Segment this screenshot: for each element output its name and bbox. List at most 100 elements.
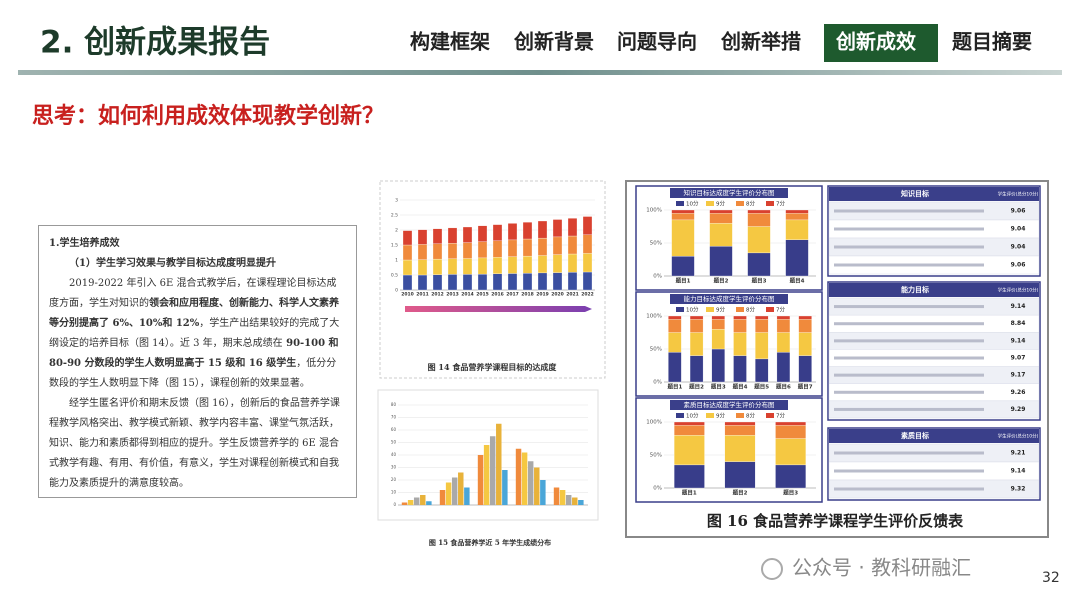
bar-segment: [724, 421, 756, 426]
bar-segment: [709, 246, 733, 277]
bar-segment: [537, 220, 548, 239]
x-tick-label: 2016: [491, 292, 504, 298]
bar-segment: [747, 252, 771, 277]
table-title: 能力目标: [901, 285, 929, 294]
legend-swatch: [766, 307, 774, 312]
x-tick-label: 2021: [566, 292, 579, 298]
bar: [521, 452, 528, 505]
bar-segment: [755, 358, 769, 383]
bar-segment: [711, 329, 725, 350]
bar-segment: [733, 355, 747, 383]
bar-segment: [537, 237, 548, 256]
bar-segment: [673, 464, 705, 489]
bar-segment: [798, 355, 812, 383]
bar: [572, 497, 578, 505]
bar-segment: [432, 243, 443, 260]
row-text-placeholder: [834, 322, 984, 326]
page-number: 32: [1042, 570, 1060, 586]
bar: [578, 500, 584, 505]
table-header-bg: [829, 283, 1039, 297]
text-run: ，学生产出结果较好的完成了大纲设定的培养目标（图 14）。近 3 年，期末总成绩…: [49, 318, 340, 349]
bar-segment: [477, 257, 488, 275]
x-tick-label: 2018: [521, 292, 534, 298]
y-tick-label: 50%: [650, 453, 662, 459]
row-text-placeholder: [834, 373, 984, 377]
x-tick-label: 2013: [446, 292, 459, 298]
bar-segment: [673, 435, 705, 466]
score: 9.06: [1011, 262, 1026, 269]
bar-segment: [798, 319, 812, 333]
x-tick-label: 题目3: [751, 276, 767, 284]
legend-swatch: [706, 201, 714, 206]
chart-title-bg: [670, 400, 788, 410]
bar-segment: [724, 435, 756, 462]
bar: [534, 467, 540, 505]
score: 9.06: [1011, 208, 1026, 215]
bar-segment: [537, 255, 548, 274]
x-tick-label: 2015: [476, 292, 489, 298]
bar-segment: [402, 259, 413, 276]
y-tick-label: 0: [393, 502, 396, 507]
legend-swatch: [676, 307, 684, 312]
bar: [559, 490, 566, 505]
bar: [553, 487, 560, 505]
bar-segment: [711, 319, 725, 330]
table-title: 素质目标: [901, 431, 929, 440]
bar-segment: [552, 219, 563, 238]
legend-label: 9分: [716, 306, 725, 314]
x-tick-label: 题目2: [688, 382, 704, 390]
bar: [477, 455, 484, 505]
bar-segment: [747, 213, 771, 227]
text-run: 90-100 和 80-90 分数段的学生人数明显高于 15 级和 16 级学生: [49, 338, 339, 369]
bar: [540, 480, 546, 505]
bar-segment: [492, 257, 503, 274]
bar-segment: [709, 223, 733, 247]
bar-segment: [668, 332, 682, 353]
x-tick-label: 题目5: [753, 382, 769, 390]
nav-tab: 创新成效: [835, 30, 916, 54]
bar-segment: [432, 274, 443, 291]
bar-segment: [417, 274, 428, 291]
y-tick-label: 20: [391, 477, 397, 482]
y-tick-label: 50%: [650, 347, 662, 353]
bar-segment: [755, 319, 769, 333]
score: 9.14: [1011, 337, 1026, 344]
score: 9.14: [1011, 303, 1026, 310]
x-tick-label: 题目1: [681, 488, 697, 496]
bar-segment: [689, 332, 704, 356]
bar-segment: [447, 227, 458, 244]
text-run: 领会和应用程度、创新能力、科学人文素养等分别提高了 6%、10%和 12%: [49, 298, 339, 329]
bar-segment: [462, 258, 473, 275]
y-tick-label: 40: [391, 452, 397, 457]
legend-label: 8分: [746, 412, 755, 420]
nav-tab: 构建框架: [410, 30, 490, 54]
bar-segment: [689, 315, 704, 320]
y-tick-label: 2.5: [391, 213, 398, 219]
bar-segment: [747, 226, 771, 254]
slide-title: 2. 创新成果报告: [40, 25, 270, 61]
row-text-placeholder: [834, 407, 984, 411]
chart-panel: [635, 291, 823, 397]
bar-segment: [582, 253, 593, 273]
legend-label: 7分: [776, 306, 785, 314]
bar-segment: [671, 219, 695, 257]
legend-label: 8分: [746, 200, 755, 208]
bar: [502, 470, 508, 505]
bar-segment: [417, 259, 428, 276]
legend-swatch: [766, 201, 774, 206]
score: 9.04: [1011, 226, 1026, 233]
chart-title-bg: [670, 188, 788, 198]
bar-segment: [552, 272, 563, 291]
bar-segment: [402, 244, 413, 261]
bar-segment: [671, 209, 695, 214]
bar: [426, 501, 432, 505]
active-tab-bg: [824, 24, 938, 62]
y-tick-label: 0.5: [391, 273, 398, 279]
table-header-bg: [829, 429, 1039, 443]
bar-segment: [785, 213, 809, 221]
bar-segment: [733, 332, 747, 356]
row-text-placeholder: [834, 305, 984, 309]
nav-tab: 创新背景: [513, 30, 594, 54]
x-tick-label: 题目1: [675, 276, 691, 284]
bar-segment: [785, 209, 809, 214]
